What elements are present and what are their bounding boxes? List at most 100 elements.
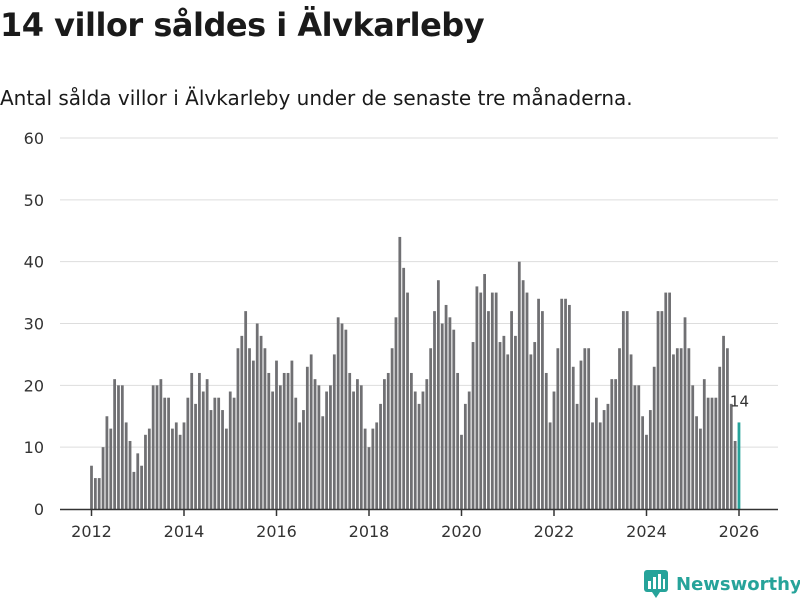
bar [664,292,668,509]
x-tick-label: 2014 [164,522,205,541]
bar [602,410,606,509]
bar [710,397,714,509]
bar [309,354,313,509]
x-tick-label: 2020 [441,522,482,541]
bar [163,397,167,509]
bar [560,298,564,509]
bar [101,447,105,509]
bar [248,348,251,509]
bar [263,348,267,509]
bar [167,397,170,509]
bar [251,360,255,509]
bar [594,397,598,509]
bar [652,366,656,509]
bar [147,428,151,509]
bar [259,335,263,509]
bar [371,428,375,509]
bar [124,422,128,509]
bar [117,385,120,509]
bar [537,298,540,509]
y-tick-label: 10 [24,438,44,457]
bar [375,422,379,509]
bar [186,397,190,509]
bar [363,428,367,509]
bar [641,416,645,509]
bar [182,422,186,509]
bar [490,292,494,509]
bar [436,280,440,509]
bar [479,292,483,509]
bar [541,311,544,509]
bar [201,391,205,509]
chart-title: 14 villor såldes i Älvkarleby [0,6,485,44]
bar [621,311,625,509]
bar [498,342,502,509]
bar [683,317,687,509]
bar [205,379,209,509]
bar [517,261,521,509]
bar [255,323,259,509]
bar [494,292,498,509]
bar [695,416,698,509]
bar [413,391,417,509]
bar [298,422,302,509]
bar [444,304,448,509]
bar [529,354,533,509]
bar [487,311,490,509]
y-tick-label: 50 [24,191,44,210]
x-tick-label: 2016 [256,522,297,541]
bar [240,335,244,509]
bar [336,317,340,509]
bar [583,348,587,509]
bar [221,410,224,509]
bar [144,434,147,509]
bar [232,397,236,509]
bar-highlight [737,422,741,509]
bar [313,379,317,509]
bar [660,311,664,509]
bar [294,397,298,509]
bar [475,286,479,509]
bar [132,471,136,509]
bar [668,292,671,509]
bar [136,453,140,509]
bar [90,465,93,509]
bar [610,379,614,509]
bar [194,403,197,509]
bar [302,410,305,509]
bar [587,348,591,509]
bar [190,372,194,509]
bar [325,391,328,509]
bar [409,372,413,509]
bar [128,440,132,509]
bar [552,391,556,509]
bar [171,428,174,509]
bar [213,397,217,509]
x-tick-label: 2012 [71,522,112,541]
x-tick-label: 2022 [534,522,575,541]
bar [483,274,486,509]
bar [456,372,460,509]
bar [548,422,552,509]
bar [225,428,228,509]
bar [394,317,398,509]
bar [429,348,433,509]
bar [506,354,510,509]
chart-subtitle: Antal sålda villor i Älvkarleby under de… [0,86,633,110]
y-tick-label: 60 [24,129,44,148]
y-tick-label: 40 [24,253,44,272]
newsworthy-logo: Newsworthy [644,570,800,598]
bar [699,428,702,509]
bar [729,403,733,509]
bar [568,304,571,509]
bar-data-label: 14 [730,392,749,410]
bar [726,348,729,509]
bar [113,379,117,509]
bar [332,354,336,509]
bar [467,391,471,509]
bar [329,385,332,509]
bar [687,348,691,509]
y-tick-label: 20 [24,376,44,395]
bar [675,348,679,509]
bar [282,372,286,509]
